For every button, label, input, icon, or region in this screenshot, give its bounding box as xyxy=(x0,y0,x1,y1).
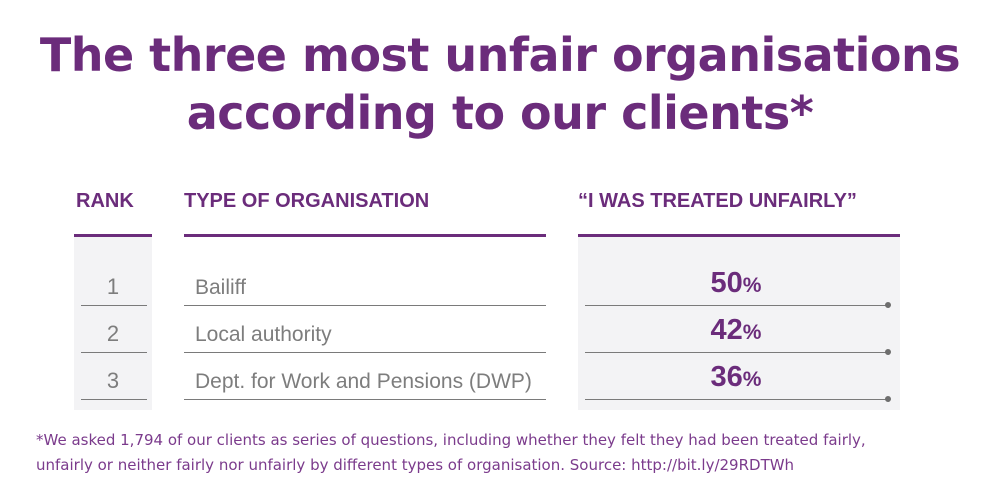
rank-row-divider xyxy=(81,352,147,353)
treated-unfairly-percent: 50% xyxy=(576,267,896,300)
treated-unfairly-percent: 42% xyxy=(576,314,896,347)
header-treated-unfairly: “I WAS TREATED UNFAIRLY” xyxy=(578,190,857,212)
header-rank-rule xyxy=(74,234,152,237)
row-end-dot xyxy=(885,396,891,402)
header-type-rule xyxy=(184,234,546,237)
rank-number: 1 xyxy=(106,274,120,299)
rank-row-divider xyxy=(81,305,147,306)
row-end-dot xyxy=(885,349,891,355)
header-rank: RANK xyxy=(76,190,134,212)
percent-sign: % xyxy=(742,321,762,344)
rank-number: 2 xyxy=(106,321,120,346)
percent-row-divider xyxy=(585,305,888,306)
percent-column-panel xyxy=(578,237,900,410)
rank-column-panel xyxy=(74,237,152,410)
percent-value: 42 xyxy=(710,314,743,346)
percent-sign: % xyxy=(742,274,762,297)
percent-row-divider xyxy=(585,399,888,400)
organisation-row-divider xyxy=(184,305,546,306)
footnote: *We asked 1,794 of our clients as series… xyxy=(36,428,986,478)
organisation-row-divider xyxy=(184,399,546,400)
percent-row-divider xyxy=(585,352,888,353)
organisation-name: Bailiff xyxy=(195,276,246,299)
percent-sign: % xyxy=(742,368,762,391)
page-title-line-2: according to our clients* xyxy=(186,86,814,140)
rank-row-divider xyxy=(81,399,147,400)
rank-number: 3 xyxy=(106,368,120,393)
header-treated-rule xyxy=(578,234,900,237)
treated-unfairly-percent: 36% xyxy=(576,361,896,394)
footnote-line-1: *We asked 1,794 of our clients as series… xyxy=(36,431,866,449)
percent-value: 36 xyxy=(710,361,743,393)
row-end-dot xyxy=(885,302,891,308)
page-title: The three most unfair organisations acco… xyxy=(0,26,1000,142)
header-type-of-organisation: TYPE OF ORGANISATION xyxy=(184,190,430,212)
page-title-line-1: The three most unfair organisations xyxy=(39,28,961,82)
organisation-name: Dept. for Work and Pensions (DWP) xyxy=(195,370,532,393)
organisation-row-divider xyxy=(184,352,546,353)
percent-value: 50 xyxy=(710,267,743,299)
organisation-name: Local authority xyxy=(195,323,332,346)
footnote-line-2: unfairly or neither fairly nor unfairly … xyxy=(36,456,795,474)
